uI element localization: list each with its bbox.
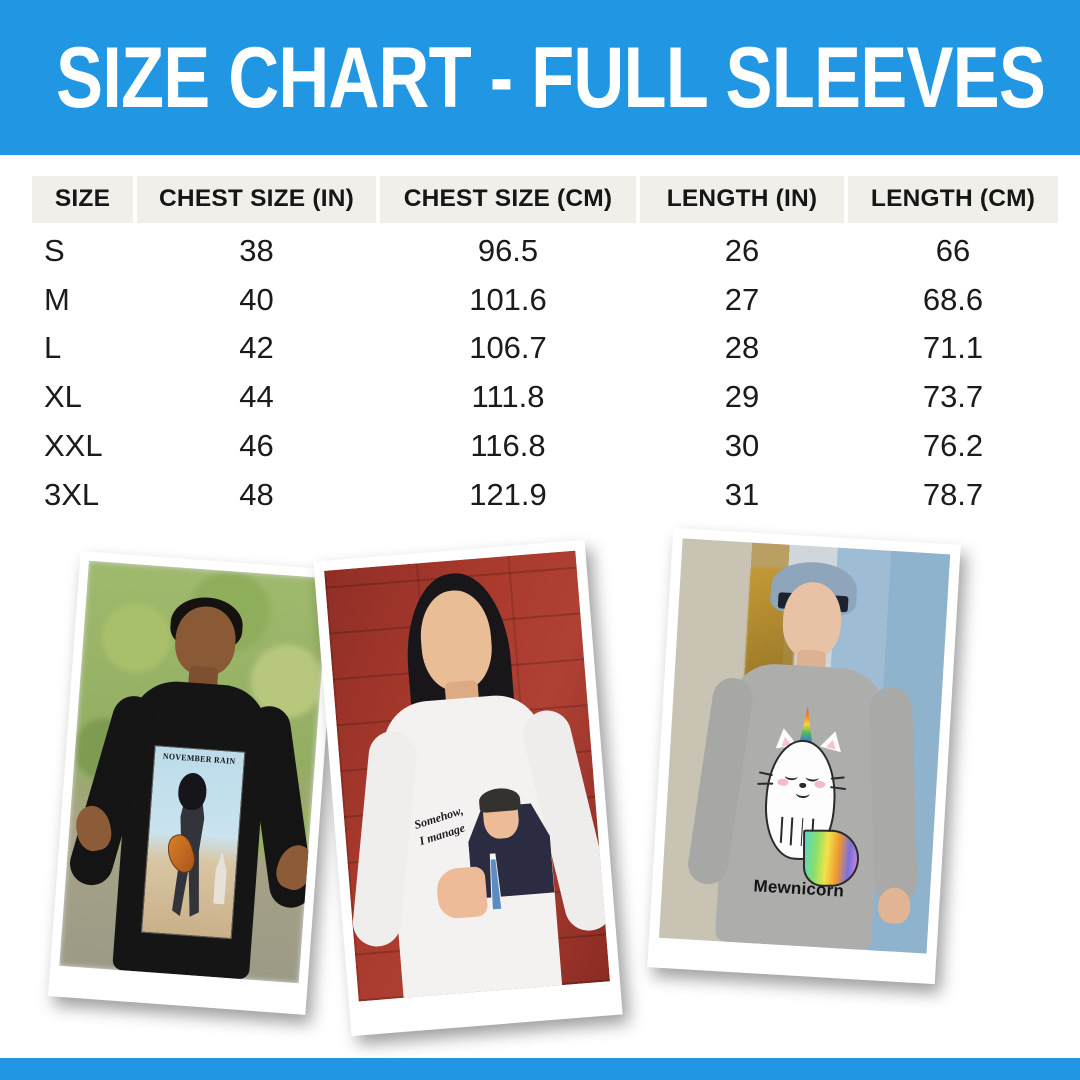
cell-chest-in: 38 [239, 233, 274, 268]
cell-chest-cm: 121.9 [469, 476, 547, 512]
rainbow-tail-shape [802, 829, 859, 887]
table-body: S 38 96.5 26 66 M 40 101.6 27 68.6 L 42 … [30, 225, 1060, 519]
column-header-length-cm: LENGTH (CM) [844, 172, 1062, 227]
cell-length-cm: 66 [935, 233, 971, 268]
cat-whisker-l1 [758, 771, 774, 777]
page-title: SIZE CHART - FULL SLEEVES [56, 29, 1046, 126]
cat-ear-right-icon [819, 728, 846, 753]
cat-whisker-l2 [756, 782, 773, 785]
cell-length-cm: 73.7 [922, 379, 984, 415]
cell-length-cm: 78.7 [922, 476, 984, 512]
cat-whisker-r2 [829, 785, 846, 790]
table-row: XL 44 111.8 29 73.7 [30, 373, 1060, 422]
cat-leg-2 [789, 817, 794, 846]
table-header-row: SIZE CHEST SIZE (IN) CHEST SIZE (CM) LEN… [28, 172, 1062, 227]
cell-chest-cm: 106.7 [469, 330, 547, 366]
table-row: 3XL 48 121.9 31 78.7 [30, 471, 1060, 520]
model-photo-strip: NOVEMBER RAIN Somehow, [0, 527, 1080, 1048]
model-photo-white-somehow-i-manage: Somehow, I manage [313, 539, 623, 1037]
model-sleeve-right [868, 686, 918, 904]
church-shape [213, 851, 228, 904]
cell-length-in: 27 [724, 281, 760, 317]
cell-chest-cm: 96.5 [477, 233, 539, 268]
cell-size: S [44, 233, 65, 268]
shirt-print-somehow-i-manage: Somehow, I manage [402, 770, 559, 928]
photo-image-area: NOVEMBER RAIN [59, 560, 329, 984]
footer-bar [0, 1058, 1080, 1080]
cat-whisker-r1 [830, 776, 845, 780]
cell-length-in: 26 [724, 233, 760, 268]
size-chart-table-container: SIZE CHEST SIZE (IN) CHEST SIZE (CM) LEN… [0, 172, 1080, 519]
cell-size: 3XL [44, 476, 100, 512]
photo-image-area: Mewnicorn [658, 538, 951, 954]
table-row: S 38 96.5 26 66 [30, 225, 1060, 276]
table-header: SIZE CHEST SIZE (IN) CHEST SIZE (CM) LEN… [28, 172, 1062, 227]
cat-mouth [795, 787, 811, 799]
cat-leg-1 [779, 816, 783, 843]
size-chart-table: SIZE CHEST SIZE (IN) CHEST SIZE (CM) LEN… [28, 172, 1062, 519]
cell-chest-in: 42 [239, 330, 274, 366]
column-header-size: SIZE [28, 172, 137, 227]
cell-size: XXL [44, 427, 103, 463]
photo-image-area: Somehow, I manage [324, 550, 610, 1002]
cell-chest-in: 48 [239, 476, 274, 512]
hair-shape [478, 786, 522, 814]
cell-chest-cm: 101.6 [469, 281, 547, 317]
model-photo-black-november-rain: NOVEMBER RAIN [48, 551, 338, 1015]
column-header-chest-cm: CHEST SIZE (CM) [376, 172, 640, 227]
table-row: XXL 46 116.8 30 76.2 [30, 422, 1060, 471]
cell-length-in: 30 [724, 427, 760, 463]
cell-chest-cm: 116.8 [470, 427, 546, 463]
arm-shape [435, 865, 489, 920]
model-photo-grey-mewnicorn: Mewnicorn [647, 527, 961, 985]
cell-chest-in: 40 [239, 281, 274, 317]
column-header-length-in: LENGTH (IN) [636, 172, 848, 227]
cell-chest-in: 46 [239, 427, 274, 463]
cell-size: L [44, 330, 62, 366]
header-banner: SIZE CHART - FULL SLEEVES [0, 0, 1080, 155]
cell-length-in: 29 [724, 379, 760, 415]
cell-length-cm: 68.6 [922, 281, 984, 317]
cat-cheek-left [777, 778, 789, 787]
table-row: M 40 101.6 27 68.6 [30, 276, 1060, 325]
cell-length-cm: 76.2 [922, 427, 984, 463]
print-title-november-rain: NOVEMBER RAIN [162, 750, 237, 766]
cell-length-cm: 71.1 [922, 330, 984, 366]
shirt-print-november-rain: NOVEMBER RAIN [141, 744, 246, 940]
cell-size: XL [44, 379, 82, 415]
cell-size: M [44, 281, 70, 317]
cell-length-in: 28 [724, 330, 760, 366]
cell-length-in: 31 [724, 476, 760, 512]
shirt-print-mewnicorn: Mewnicorn [742, 719, 865, 901]
table-row: L 42 106.7 28 71.1 [30, 324, 1060, 373]
cell-chest-cm: 111.8 [471, 379, 545, 415]
guitarist-hair-shape [176, 771, 209, 812]
column-header-chest-in: CHEST SIZE (IN) [133, 172, 380, 227]
cat-cheek-right [814, 780, 826, 789]
cell-chest-in: 44 [239, 379, 274, 415]
